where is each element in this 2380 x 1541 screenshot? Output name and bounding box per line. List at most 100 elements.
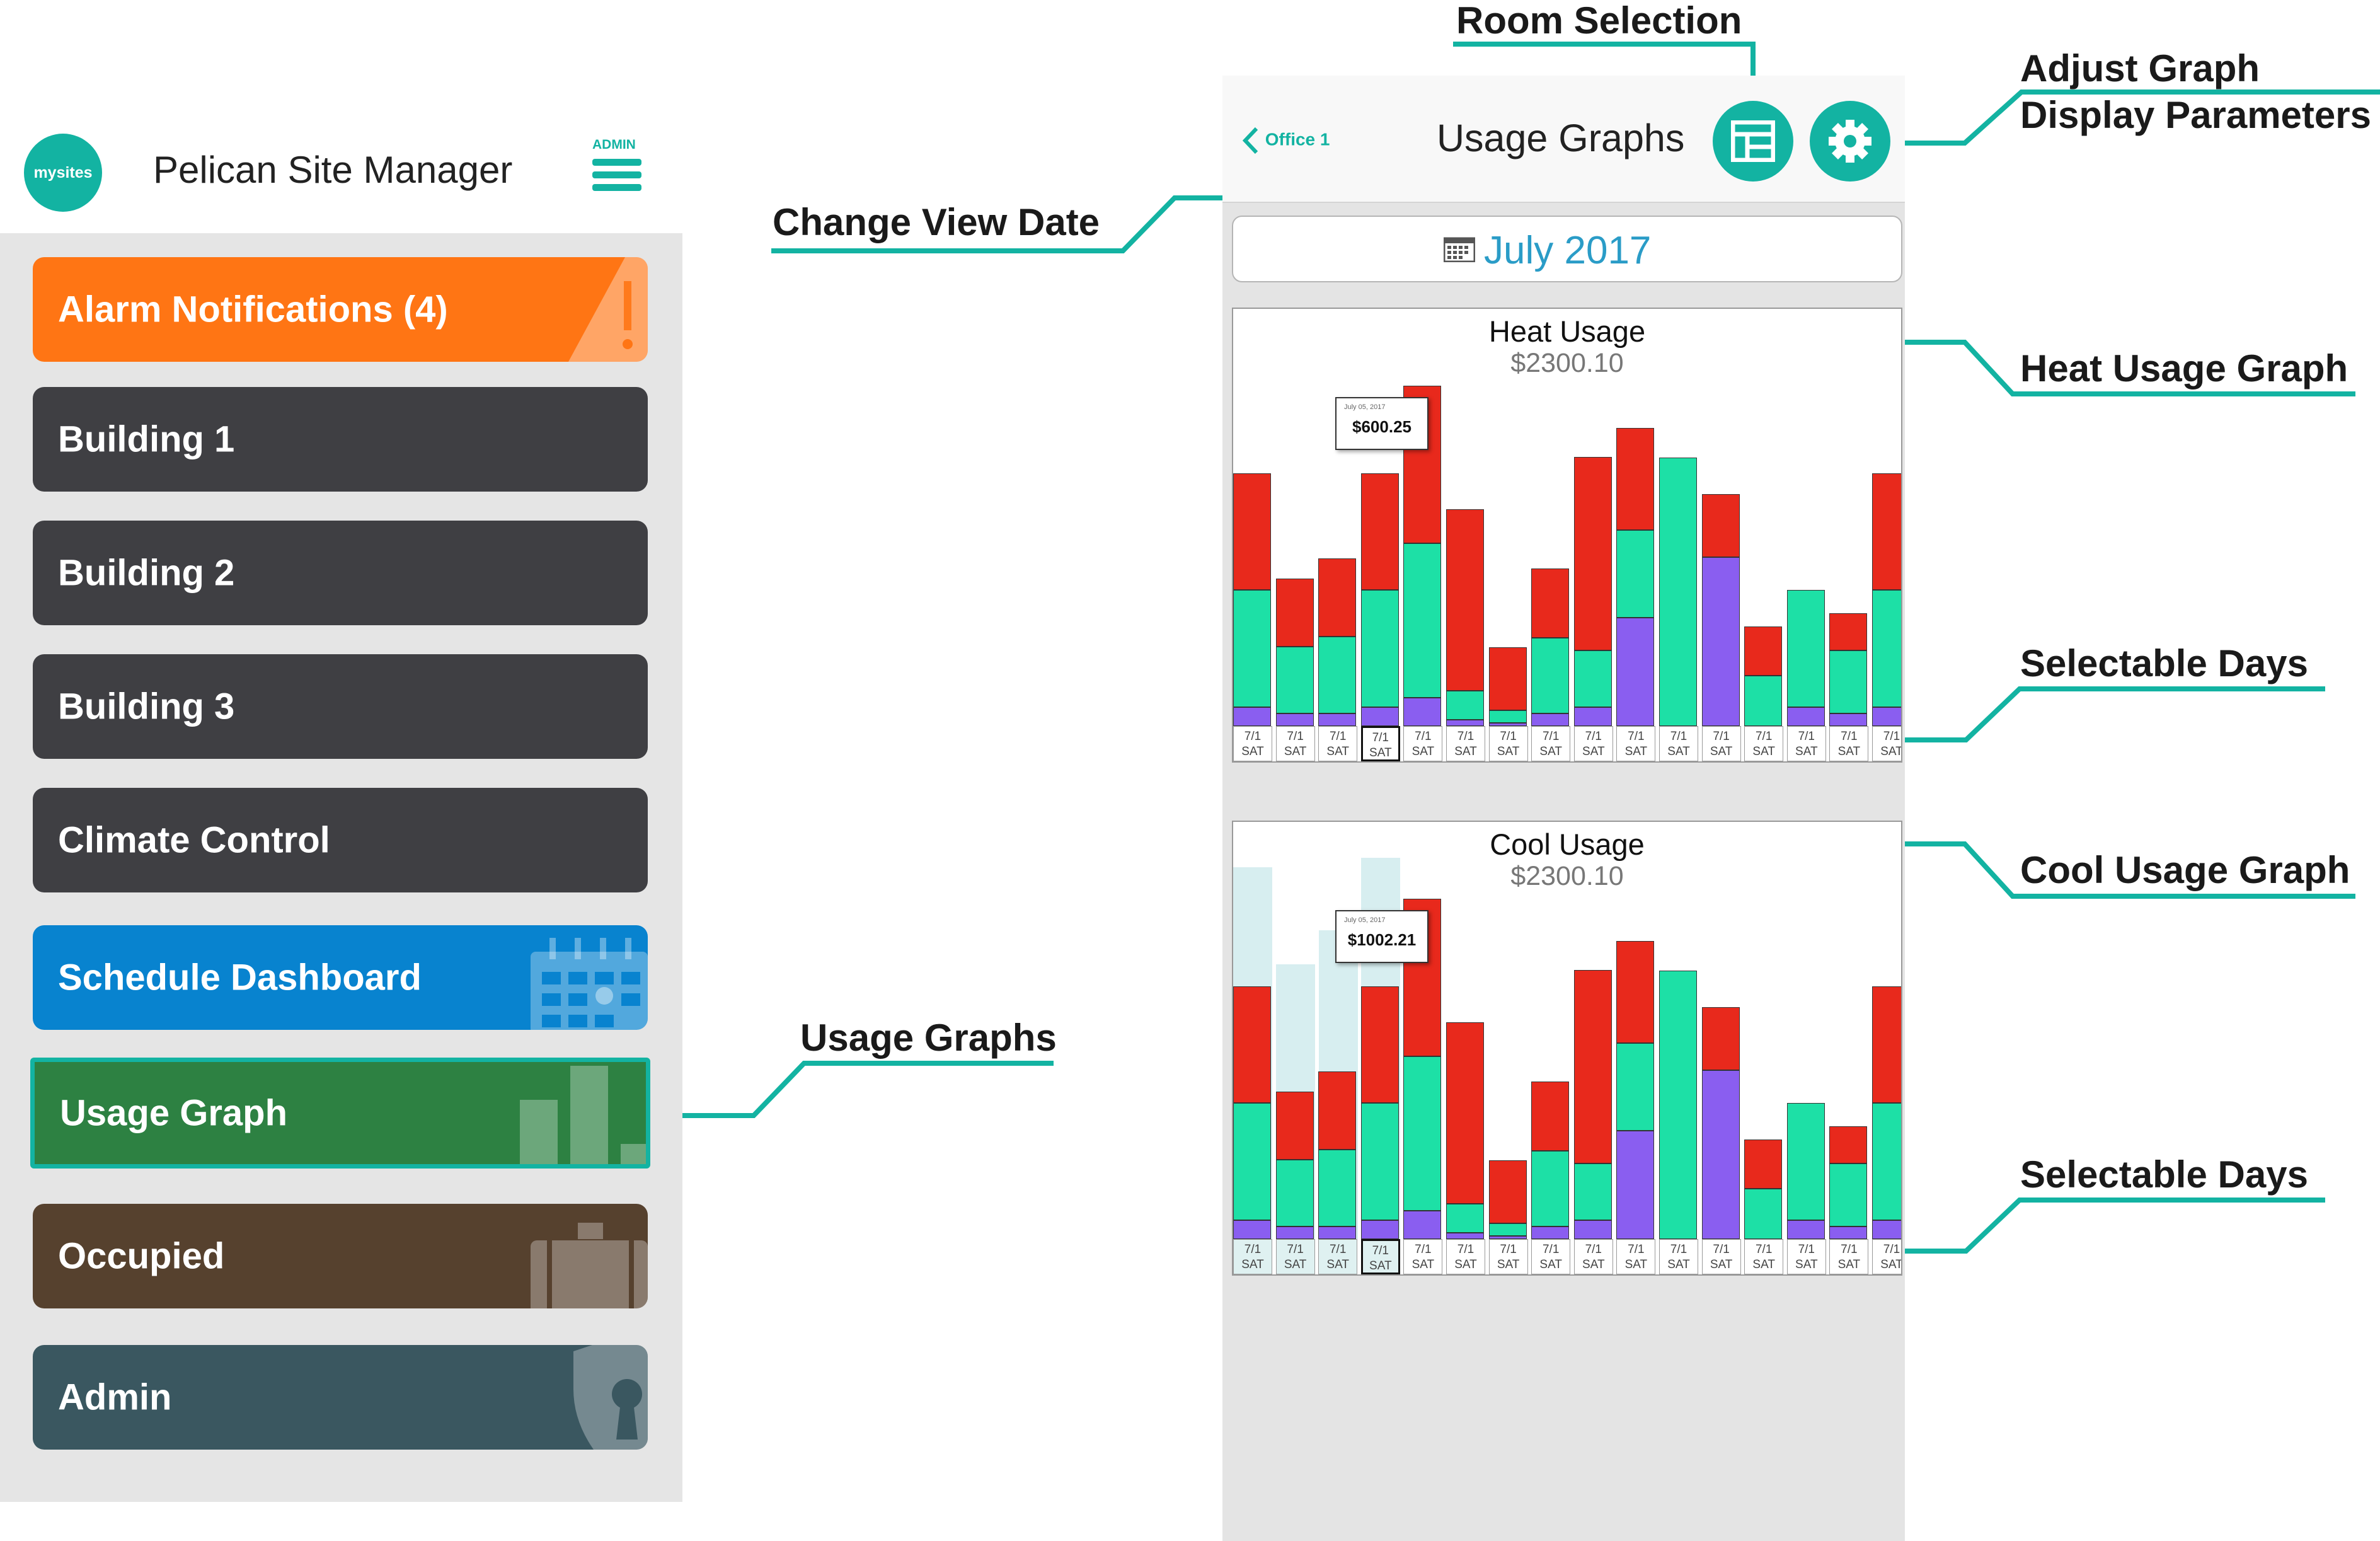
menu-item-schedule-dashboard[interactable]: Schedule Dashboard: [33, 925, 648, 1030]
day-label: 7/1 SAT: [1573, 726, 1613, 761]
callout-display-parameters: Display Parameters: [2020, 94, 2371, 136]
graph-settings-button[interactable]: [1810, 101, 1890, 182]
green-segment: [1786, 1103, 1825, 1220]
day-bar[interactable]: 7/1 SAT: [1275, 822, 1315, 1274]
red-segment: [1275, 579, 1314, 647]
day-label: 7/1 SAT: [1786, 1239, 1826, 1274]
day-bar[interactable]: 7/1 SAT: [1659, 822, 1698, 1274]
day-bar[interactable]: 7/1 SAT: [1446, 822, 1485, 1274]
green-segment: [1275, 647, 1314, 713]
green-segment: [1573, 1163, 1612, 1220]
menu-item-label: Occupied: [58, 1235, 225, 1277]
day-bar[interactable]: 7/1 SAT: [1872, 822, 1901, 1274]
day-bar[interactable]: 7/1 SAT: [1616, 822, 1656, 1274]
back-button[interactable]: Office 1: [1241, 126, 1330, 155]
day-bar[interactable]: 7/1 SAT: [1701, 309, 1741, 761]
day-bar[interactable]: 7/1 SAT: [1318, 309, 1358, 761]
mysites-logo[interactable]: mysites: [24, 134, 102, 212]
day-bar[interactable]: 7/1 SAT: [1275, 309, 1315, 761]
red-segment: [1616, 941, 1655, 1043]
chevron-left-icon: [1242, 127, 1258, 154]
day-bar[interactable]: 7/1 SAT: [1318, 822, 1358, 1274]
green-segment: [1360, 590, 1399, 707]
menu-item-label: Climate Control: [58, 819, 330, 861]
day-bar[interactable]: 7/1 SAT: [1616, 309, 1656, 761]
graph-title: Heat Usage: [1488, 315, 1646, 348]
green-segment: [1488, 710, 1527, 723]
purple-segment: [1233, 707, 1271, 726]
purple-segment: [1446, 720, 1484, 726]
day-bar[interactable]: 7/1 SAT: [1786, 822, 1826, 1274]
menu-item-building-2[interactable]: Building 2: [33, 521, 648, 625]
green-segment: [1233, 590, 1271, 707]
purple-segment: [1360, 707, 1399, 726]
menu-item-admin[interactable]: Admin: [33, 1345, 648, 1450]
day-label: 7/1 SAT: [1573, 1239, 1613, 1274]
day-bar[interactable]: 7/1 SAT: [1531, 822, 1571, 1274]
menu-item-alarm-notifications[interactable]: Alarm Notifications (4): [33, 257, 648, 362]
day-bar[interactable]: 7/1 SAT: [1360, 822, 1400, 1274]
purple-segment: [1318, 1226, 1357, 1239]
purple-segment: [1403, 698, 1442, 726]
menu-item-building-1[interactable]: Building 1: [33, 387, 648, 492]
back-label: Office 1: [1265, 129, 1330, 149]
date-picker[interactable]: July 2017: [1232, 216, 1902, 282]
day-bar[interactable]: 7/1 SAT: [1786, 309, 1826, 761]
day-bar[interactable]: 7/1 SAT: [1488, 309, 1528, 761]
day-bar[interactable]: 7/1 SAT: [1744, 309, 1784, 761]
value-tooltip: July 05, 2017 $1002.21: [1335, 910, 1429, 963]
day-label: 7/1 SAT: [1744, 726, 1784, 761]
day-bar[interactable]: 7/1 SAT: [1488, 822, 1528, 1274]
red-segment: [1872, 986, 1901, 1103]
red-segment: [1318, 558, 1357, 637]
date-label: July 2017: [1484, 229, 1652, 272]
menu-item-climate-control[interactable]: Climate Control: [33, 788, 648, 892]
day-label: 7/1 SAT: [1233, 726, 1272, 761]
red-segment: [1233, 986, 1271, 1103]
menu-item-label: Usage Graph: [60, 1092, 287, 1134]
app-title: Pelican Site Manager: [153, 149, 513, 191]
green-segment: [1275, 1160, 1314, 1226]
purple-segment: [1786, 707, 1825, 726]
day-bar[interactable]: 7/1 SAT: [1701, 822, 1741, 1274]
menu-item-label: Alarm Notifications (4): [58, 289, 448, 330]
day-label: 7/1 SAT: [1488, 1239, 1528, 1274]
day-bar[interactable]: 7/1 SAT: [1446, 309, 1485, 761]
menu-item-usage-graph[interactable]: Usage Graph: [30, 1058, 650, 1169]
logo-text: mysites: [33, 163, 93, 182]
day-bar[interactable]: 7/1 SAT: [1829, 309, 1869, 761]
day-label: 7/1 SAT: [1701, 1239, 1741, 1274]
red-segment: [1446, 1022, 1484, 1204]
hamburger-menu-icon[interactable]: [592, 159, 641, 195]
menu-item-building-3[interactable]: Building 3: [33, 654, 648, 759]
red-segment: [1488, 647, 1527, 710]
green-segment: [1233, 1103, 1271, 1220]
green-segment: [1872, 590, 1901, 707]
room-selection-button[interactable]: [1713, 101, 1793, 182]
day-bar[interactable]: 7/1 SAT: [1531, 309, 1571, 761]
day-bar[interactable]: 7/1 SAT: [1360, 309, 1400, 761]
day-label: 7/1 SAT: [1829, 726, 1869, 761]
day-bar[interactable]: 7/1 SAT: [1233, 309, 1272, 761]
menu-item-label: Building 1: [58, 418, 235, 460]
green-segment: [1446, 1204, 1484, 1233]
menu-item-occupied[interactable]: Occupied: [33, 1204, 648, 1308]
day-label: 7/1 SAT: [1233, 1239, 1272, 1274]
purple-segment: [1786, 1220, 1825, 1239]
purple-segment: [1829, 1226, 1868, 1239]
layout-grid-icon: [1731, 120, 1775, 162]
day-bar[interactable]: 7/1 SAT: [1233, 822, 1272, 1274]
purple-segment: [1829, 713, 1868, 726]
purple-segment: [1318, 713, 1357, 726]
day-bar[interactable]: 7/1 SAT: [1829, 822, 1869, 1274]
green-segment: [1829, 650, 1868, 713]
day-label: 7/1 SAT: [1275, 1239, 1315, 1274]
day-bar[interactable]: 7/1 SAT: [1744, 822, 1784, 1274]
purple-segment: [1872, 1220, 1901, 1239]
day-bar[interactable]: 7/1 SAT: [1573, 822, 1613, 1274]
purple-segment: [1531, 1226, 1570, 1239]
callout-usage-graphs: Usage Graphs: [800, 1017, 1057, 1059]
day-bar[interactable]: 7/1 SAT: [1872, 309, 1901, 761]
day-bar[interactable]: 7/1 SAT: [1573, 309, 1613, 761]
day-bar[interactable]: 7/1 SAT: [1659, 309, 1698, 761]
